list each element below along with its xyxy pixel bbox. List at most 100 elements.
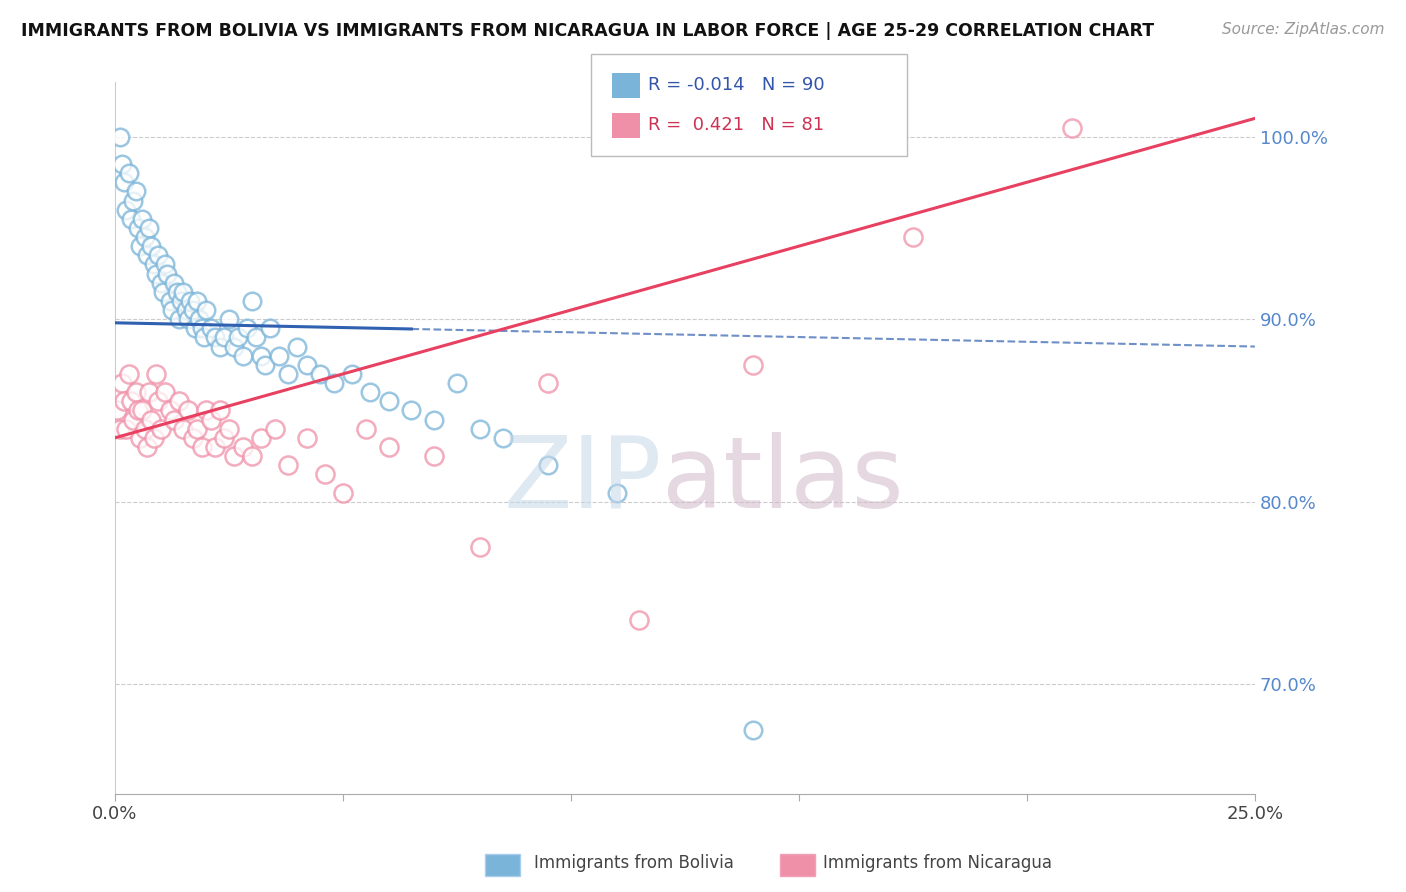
Point [322,376,344,390]
Point [269,349,291,363]
Point [145,267,167,281]
Point [108,422,131,436]
Point [118,166,141,180]
Point [170,293,193,308]
Point [340,367,363,381]
Point [149,422,172,436]
Point [184,321,207,335]
Point [309,367,332,381]
Point [250,349,273,363]
Point [163,412,186,426]
Point [181,303,204,318]
Text: IMMIGRANTS FROM BOLIVIA VS IMMIGRANTS FROM NICARAGUA IN LABOR FORCE | AGE 25-29 : IMMIGRANTS FROM BOLIVIA VS IMMIGRANTS FR… [21,22,1154,40]
Point [236,321,259,335]
Point [277,458,299,472]
Point [537,458,560,472]
Point [167,394,190,409]
Point [181,431,204,445]
Point [177,403,200,417]
Point [190,321,212,335]
Point [112,175,135,189]
Point [163,276,186,290]
Point [263,422,285,436]
Point [160,303,183,318]
Point [172,422,194,436]
Point [222,449,245,463]
Point [423,449,446,463]
Point [491,431,513,445]
Point [277,367,299,381]
Point [226,330,249,344]
Point [208,339,231,353]
Point [204,330,226,344]
Point [250,431,273,445]
Point [111,157,134,171]
Text: Immigrants from Nicaragua: Immigrants from Nicaragua [823,855,1052,872]
Point [359,385,381,400]
Point [172,285,194,299]
Text: R = -0.014   N = 90: R = -0.014 N = 90 [648,76,825,94]
Point [108,129,131,144]
Point [606,485,628,500]
Point [240,293,263,308]
Point [218,312,240,326]
Point [138,385,160,400]
Point [287,339,309,353]
Point [190,440,212,454]
Point [166,285,188,299]
Point [159,403,181,417]
Point [232,440,254,454]
Point [177,312,200,326]
Point [122,412,145,426]
Point [742,723,765,737]
Point [179,293,201,308]
Point [159,293,181,308]
Point [354,422,377,436]
Point [174,303,197,318]
Point [259,321,281,335]
Point [120,211,142,226]
Point [240,449,263,463]
Point [145,367,167,381]
Point [314,467,336,482]
Point [254,358,277,372]
Point [138,220,160,235]
Point [200,412,222,426]
Point [141,412,163,426]
Point [901,230,924,244]
Text: Immigrants from Bolivia: Immigrants from Bolivia [534,855,734,872]
Point [468,422,491,436]
Point [142,257,165,271]
Point [148,394,170,409]
Point [232,349,254,363]
Point [742,358,765,372]
Point [153,257,176,271]
Point [295,358,318,372]
Point [124,385,146,400]
Text: Source: ZipAtlas.com: Source: ZipAtlas.com [1222,22,1385,37]
Point [468,541,491,555]
Text: ZIP: ZIP [503,432,662,529]
Text: atlas: atlas [662,432,904,529]
Point [129,239,152,253]
Point [111,376,134,390]
Point [127,403,149,417]
Point [141,239,163,253]
Point [134,422,156,436]
Point [537,376,560,390]
Point [127,220,149,235]
Point [115,202,138,217]
Point [112,394,135,409]
Point [188,312,211,326]
Point [142,431,165,445]
Point [136,248,159,262]
Point [149,276,172,290]
Point [401,403,423,417]
Point [167,312,190,326]
Point [148,248,170,262]
Point [200,321,222,335]
Point [195,303,218,318]
Point [204,440,226,454]
Text: R =  0.421   N = 81: R = 0.421 N = 81 [648,116,824,134]
Point [131,211,153,226]
